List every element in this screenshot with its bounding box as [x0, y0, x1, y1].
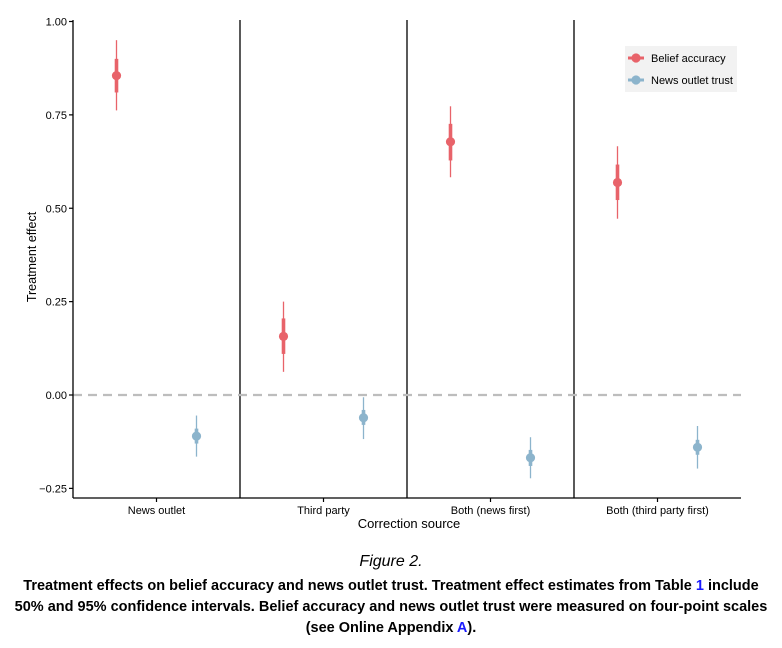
y-tick-label: 0.75 [46, 110, 67, 122]
y-axis-label: Treatment effect [25, 211, 39, 302]
y-tick-label: 1.00 [46, 17, 67, 29]
point-estimate [191, 431, 202, 441]
x-axis-label: Correction source [358, 516, 461, 531]
point-estimate [445, 137, 456, 147]
treatment-effect-chart: 1.00 0.75 0.50 0.25 0.00 −0.25 News outlet Thi… [25, 17, 741, 531]
legend-label: News outlet trust [651, 75, 733, 87]
y-axis: 1.00 0.75 0.50 0.25 0.00 −0.25 [39, 17, 74, 498]
point-estimate [612, 177, 623, 188]
figure-label: Figure 2. [359, 553, 423, 570]
point-estimate [278, 331, 289, 341]
panel-dividers [239, 20, 575, 498]
point-estimate [525, 453, 536, 463]
appendix-link[interactable]: A [456, 620, 468, 636]
legend-background [625, 46, 737, 92]
x-axis: News outlet Third party Both (news first) B… [73, 497, 741, 517]
series-belief-accuracy [111, 40, 623, 372]
caption-text-2: include 50% and 95% confidence intervals… [14, 578, 768, 636]
y-tick-label: 0.50 [46, 203, 67, 215]
caption-text-1: Treatment effects on belief accuracy and… [23, 578, 696, 594]
data-marks [111, 40, 703, 479]
figure-caption: Treatment effects on belief accuracy and… [10, 576, 772, 639]
table-link[interactable]: 1 [695, 578, 704, 594]
legend: Belief accuracy News outlet trust [625, 46, 737, 92]
x-tick-label: News outlet [128, 505, 185, 517]
x-tick-label: Both (news first) [451, 505, 530, 517]
legend-key-dot [631, 53, 641, 63]
point-estimate [111, 71, 122, 81]
point-estimate [358, 413, 369, 423]
x-tick-label: Both (third party first) [606, 505, 709, 517]
y-tick-label: −0.25 [39, 483, 67, 495]
legend-label: Belief accuracy [651, 53, 726, 65]
x-tick-label: Third party [297, 505, 350, 517]
caption-text-3: ). [467, 620, 477, 636]
y-tick-label: 0.25 [46, 297, 67, 309]
legend-key-dot [631, 75, 641, 85]
series-news-outlet-trust [191, 397, 703, 479]
y-tick-label: 0.00 [46, 390, 67, 402]
point-estimate [692, 442, 703, 452]
